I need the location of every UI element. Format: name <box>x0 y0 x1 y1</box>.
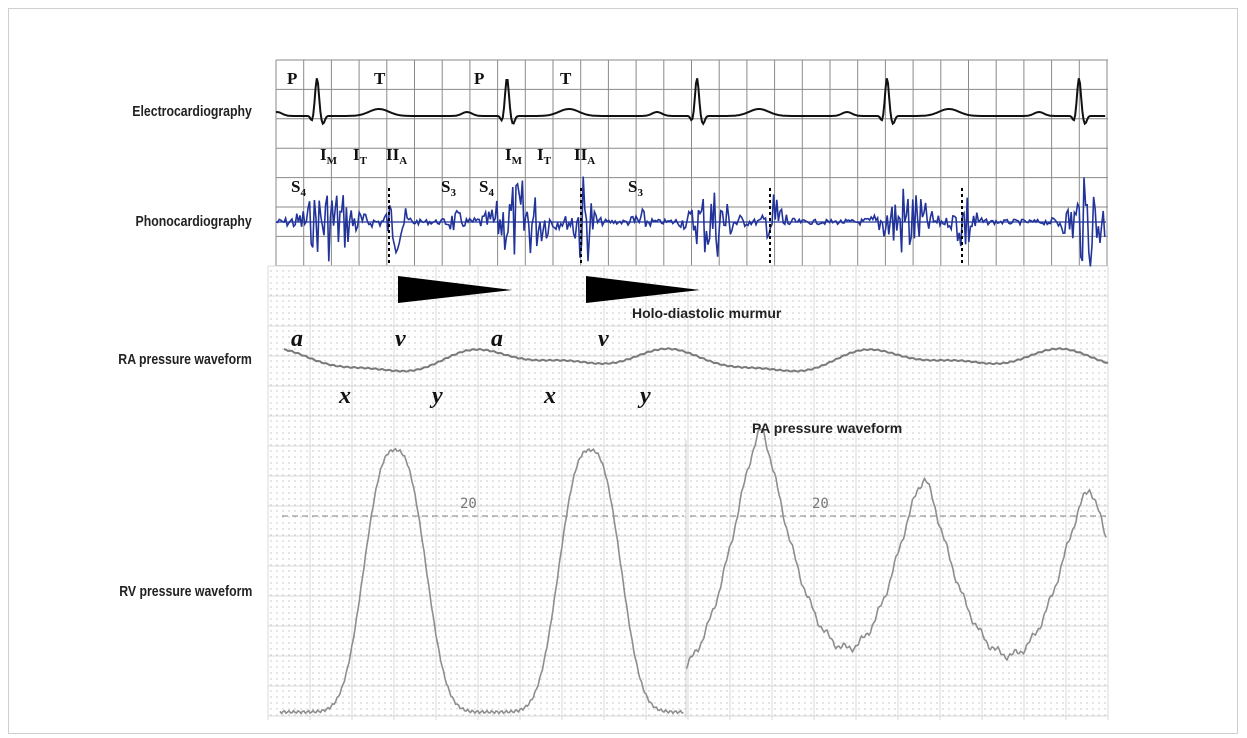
ra-wave-label: y <box>429 383 443 409</box>
pa-scale-label: 20 <box>812 496 829 512</box>
ecg-wave-label: T <box>560 69 572 88</box>
pa-pressure-trace <box>685 428 1107 670</box>
heart-sound-label: IT <box>537 145 552 167</box>
rv-scale-label: 20 <box>460 496 477 512</box>
ecg-trace <box>275 78 1106 126</box>
pa-label: PA pressure waveform <box>752 420 902 436</box>
ecg-wave-label: P <box>287 69 297 88</box>
ra-wave-label: x <box>543 383 556 409</box>
murmur-wedge-1 <box>398 276 512 303</box>
phonocardiogram-trace <box>275 176 1106 267</box>
ra-wave-label: x <box>338 383 351 409</box>
heart-sound-label: S3 <box>441 177 456 199</box>
heart-sound-label: IT <box>353 145 368 167</box>
ra-wave-label: a <box>491 326 503 352</box>
label-electrocardiography: Electrocardiography <box>132 103 252 120</box>
heart-sound-label: IIA <box>574 145 595 167</box>
murmur-label: Holo-diastolic murmur <box>632 305 782 321</box>
label-rv-pressure-waveform: RV pressure waveform <box>118 583 252 600</box>
ecg-wave-label: P <box>474 69 484 88</box>
heart-sound-label: S4 <box>479 177 494 199</box>
heart-sound-label: S3 <box>628 177 643 199</box>
ra-wave-label: v <box>395 326 406 352</box>
ra-pressure-trace <box>283 347 1109 373</box>
label-ra-pressure-waveform: RA pressure waveform <box>118 351 252 368</box>
heart-sound-label: IM <box>505 145 523 167</box>
rv-pressure-trace <box>279 447 684 715</box>
pressure-paper <box>267 265 1109 720</box>
heart-sound-label: IIA <box>386 145 407 167</box>
ecg-wave-label: T <box>374 69 386 88</box>
ra-wave-label: y <box>637 383 651 409</box>
ra-wave-label: v <box>598 326 609 352</box>
label-phonocardiography: Phonocardiography <box>135 213 252 230</box>
heart-sound-label: IM <box>320 145 338 167</box>
ra-wave-label: a <box>291 326 303 352</box>
murmur-wedge-2 <box>586 276 700 303</box>
heart-sound-label: S4 <box>291 177 306 199</box>
